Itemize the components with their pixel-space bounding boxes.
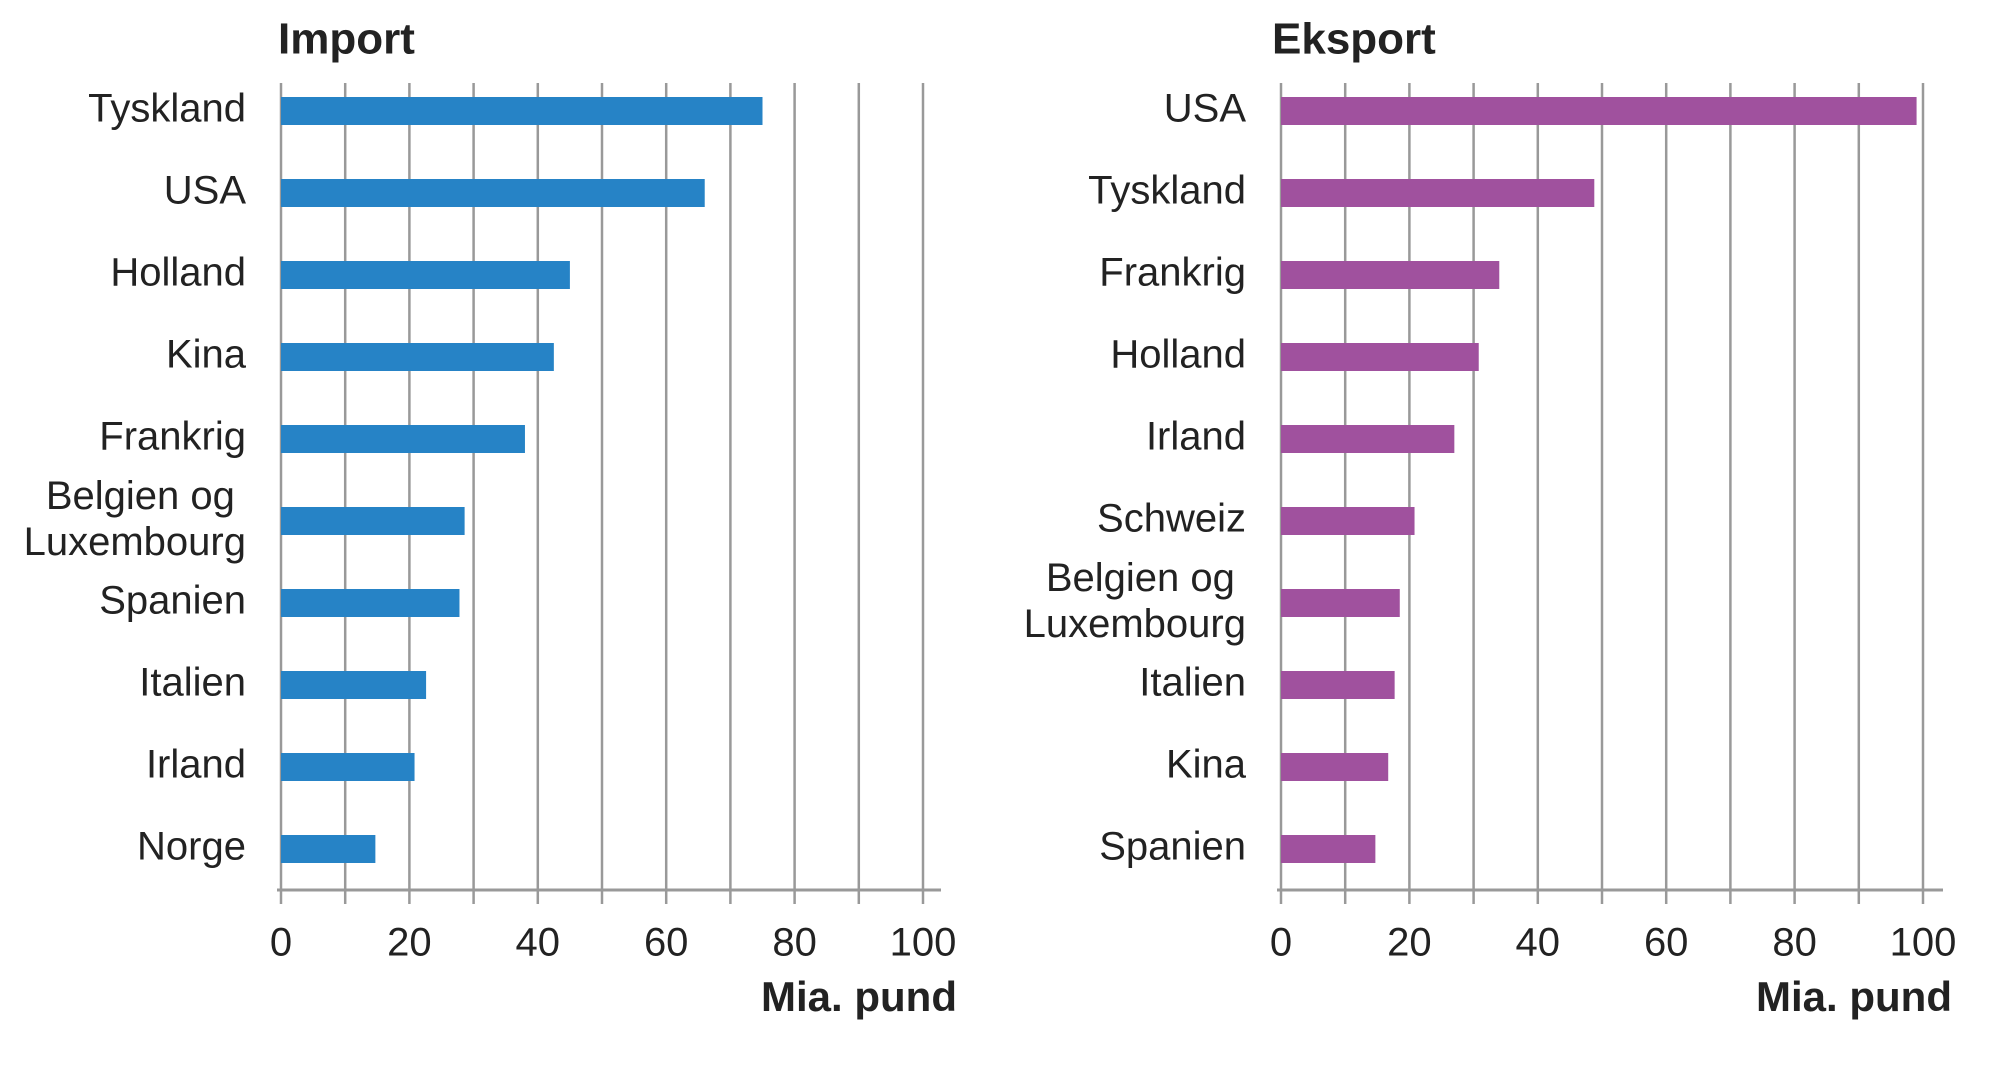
y-tick-label: Tyskland <box>88 87 246 131</box>
chart-title: Eksport <box>1272 15 1436 64</box>
y-tick-label: Holland <box>110 251 246 295</box>
bar <box>281 835 376 863</box>
bar <box>281 425 525 453</box>
y-tick-label: USA <box>1164 87 1247 131</box>
bar <box>1281 507 1415 535</box>
bar <box>281 97 763 125</box>
x-tick-label: 0 <box>1270 921 1292 965</box>
bar <box>281 671 427 699</box>
y-tick-label: Spanien <box>1099 825 1246 869</box>
y-tick-label: Frankrig <box>99 415 246 459</box>
y-tick-label: Irland <box>1146 415 1246 459</box>
y-tick-label: Tyskland <box>1088 169 1246 213</box>
bar <box>1281 753 1389 781</box>
x-tick-label: 40 <box>516 921 561 965</box>
x-tick-label: 0 <box>270 921 292 965</box>
bar <box>1281 343 1479 371</box>
x-tick-label: 40 <box>1516 921 1561 965</box>
bar <box>1281 425 1455 453</box>
x-tick-label: 80 <box>772 921 817 965</box>
y-tick-label: Italien <box>1139 661 1246 705</box>
bar <box>281 753 415 781</box>
x-tick-label: 20 <box>387 921 432 965</box>
y-tick-label: USA <box>164 169 247 213</box>
y-tick-label: Norge <box>137 825 246 869</box>
bar <box>1281 97 1917 125</box>
x-tick-label: 60 <box>1644 921 1689 965</box>
bar <box>281 179 705 207</box>
bar <box>281 261 570 289</box>
y-tick-label: Holland <box>1110 333 1246 377</box>
y-tick-label: Belgien og Luxembourg <box>1024 556 1246 646</box>
bar <box>1281 671 1395 699</box>
bar <box>281 507 465 535</box>
y-tick-label: Belgien og Luxembourg <box>24 474 246 564</box>
x-axis-label: Mia. pund <box>1756 973 1952 1020</box>
x-tick-label: 20 <box>1387 921 1432 965</box>
y-tick-label: Italien <box>139 661 246 705</box>
bar <box>1281 589 1400 617</box>
x-tick-label: 60 <box>644 921 689 965</box>
chart-title: Import <box>278 15 415 64</box>
y-tick-label: Irland <box>146 743 246 787</box>
y-tick-label: Spanien <box>99 579 246 623</box>
bar <box>1281 835 1376 863</box>
x-tick-label: 100 <box>1890 921 1957 965</box>
bar <box>281 343 554 371</box>
y-tick-label: Schweiz <box>1097 497 1246 541</box>
y-tick-label: Frankrig <box>1099 251 1246 295</box>
x-tick-label: 80 <box>1772 921 1817 965</box>
x-axis-label: Mia. pund <box>761 973 957 1020</box>
bar <box>1281 261 1500 289</box>
bar <box>1281 179 1595 207</box>
bar <box>281 589 460 617</box>
y-tick-label: Kina <box>166 333 247 377</box>
y-tick-label: Kina <box>1166 743 1247 787</box>
x-tick-label: 100 <box>890 921 957 965</box>
